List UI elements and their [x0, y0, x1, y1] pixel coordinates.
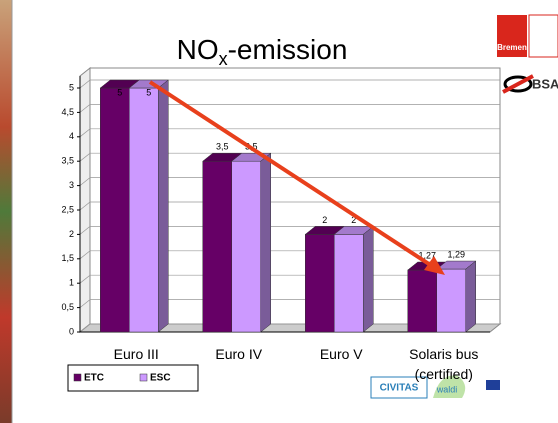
bar-front [232, 161, 261, 332]
y-tick-label: 1,5 [61, 253, 74, 263]
legend-swatch [140, 374, 147, 381]
bar-side [158, 80, 168, 332]
side-wall [80, 68, 90, 332]
y-tick-label: 0,5 [61, 302, 74, 312]
y-tick-label: 4,5 [61, 107, 74, 117]
bar-front [334, 234, 363, 332]
y-tick-label: 3 [69, 180, 74, 190]
bar-front [129, 88, 158, 332]
bar-front [408, 270, 437, 332]
x-tick-label: Euro III [86, 344, 186, 364]
legend-label: ETC [84, 373, 104, 384]
y-tick-label: 2,5 [61, 204, 74, 214]
civitas-text: CIVITAS [380, 383, 419, 394]
legend-swatch [74, 374, 81, 381]
bremen-logo: Bremen [497, 15, 558, 57]
bar-front [305, 234, 334, 332]
bar-side [363, 226, 373, 332]
bremen-text: Bremen [497, 43, 527, 52]
chart-title: NOx-emission [177, 34, 348, 68]
bar-side [466, 261, 476, 332]
value-label: 2 [322, 215, 327, 225]
x-tick-label: Euro IV [189, 344, 289, 364]
bar-front [203, 161, 232, 332]
y-tick-label: 2 [69, 229, 74, 239]
y-tick-label: 1 [69, 278, 74, 288]
x-tick-label: Solaris bus (certified) [394, 344, 494, 384]
bar [334, 226, 373, 332]
bsag-logo: BSAG [503, 76, 558, 92]
bar-front [437, 269, 466, 332]
value-label: 5 [146, 87, 151, 97]
value-label: 1,29 [447, 249, 465, 259]
bsag-text: BSAG [532, 76, 558, 91]
waldi-text: waldi [436, 384, 458, 394]
value-label: 5 [117, 87, 122, 97]
y-tick-label: 5 [69, 82, 74, 92]
slide: NOx-emission 00,511,522,533,544,55553,53… [0, 0, 558, 423]
y-tick-label: 0 [69, 326, 74, 336]
legend-label: ESC [150, 373, 171, 384]
bar [232, 153, 271, 332]
value-label: 3,5 [216, 142, 229, 152]
bar-front [100, 88, 129, 332]
y-tick-label: 4 [69, 131, 74, 141]
bar [129, 80, 168, 332]
photo-strip [0, 0, 12, 423]
y-tick-label: 3,5 [61, 156, 74, 166]
x-tick-label: Euro V [291, 344, 391, 364]
bar-side [261, 153, 271, 332]
